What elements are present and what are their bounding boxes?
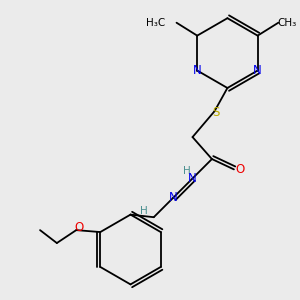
Text: S: S — [212, 106, 220, 119]
Text: N: N — [169, 191, 178, 204]
Text: N: N — [253, 64, 262, 77]
Text: H₃C: H₃C — [146, 18, 165, 28]
Text: CH₃: CH₃ — [278, 18, 297, 28]
Text: N: N — [193, 64, 202, 77]
Text: H: H — [184, 166, 191, 176]
Text: H: H — [140, 206, 147, 216]
Text: O: O — [236, 163, 245, 176]
Text: O: O — [74, 221, 83, 234]
Text: N: N — [188, 172, 197, 185]
